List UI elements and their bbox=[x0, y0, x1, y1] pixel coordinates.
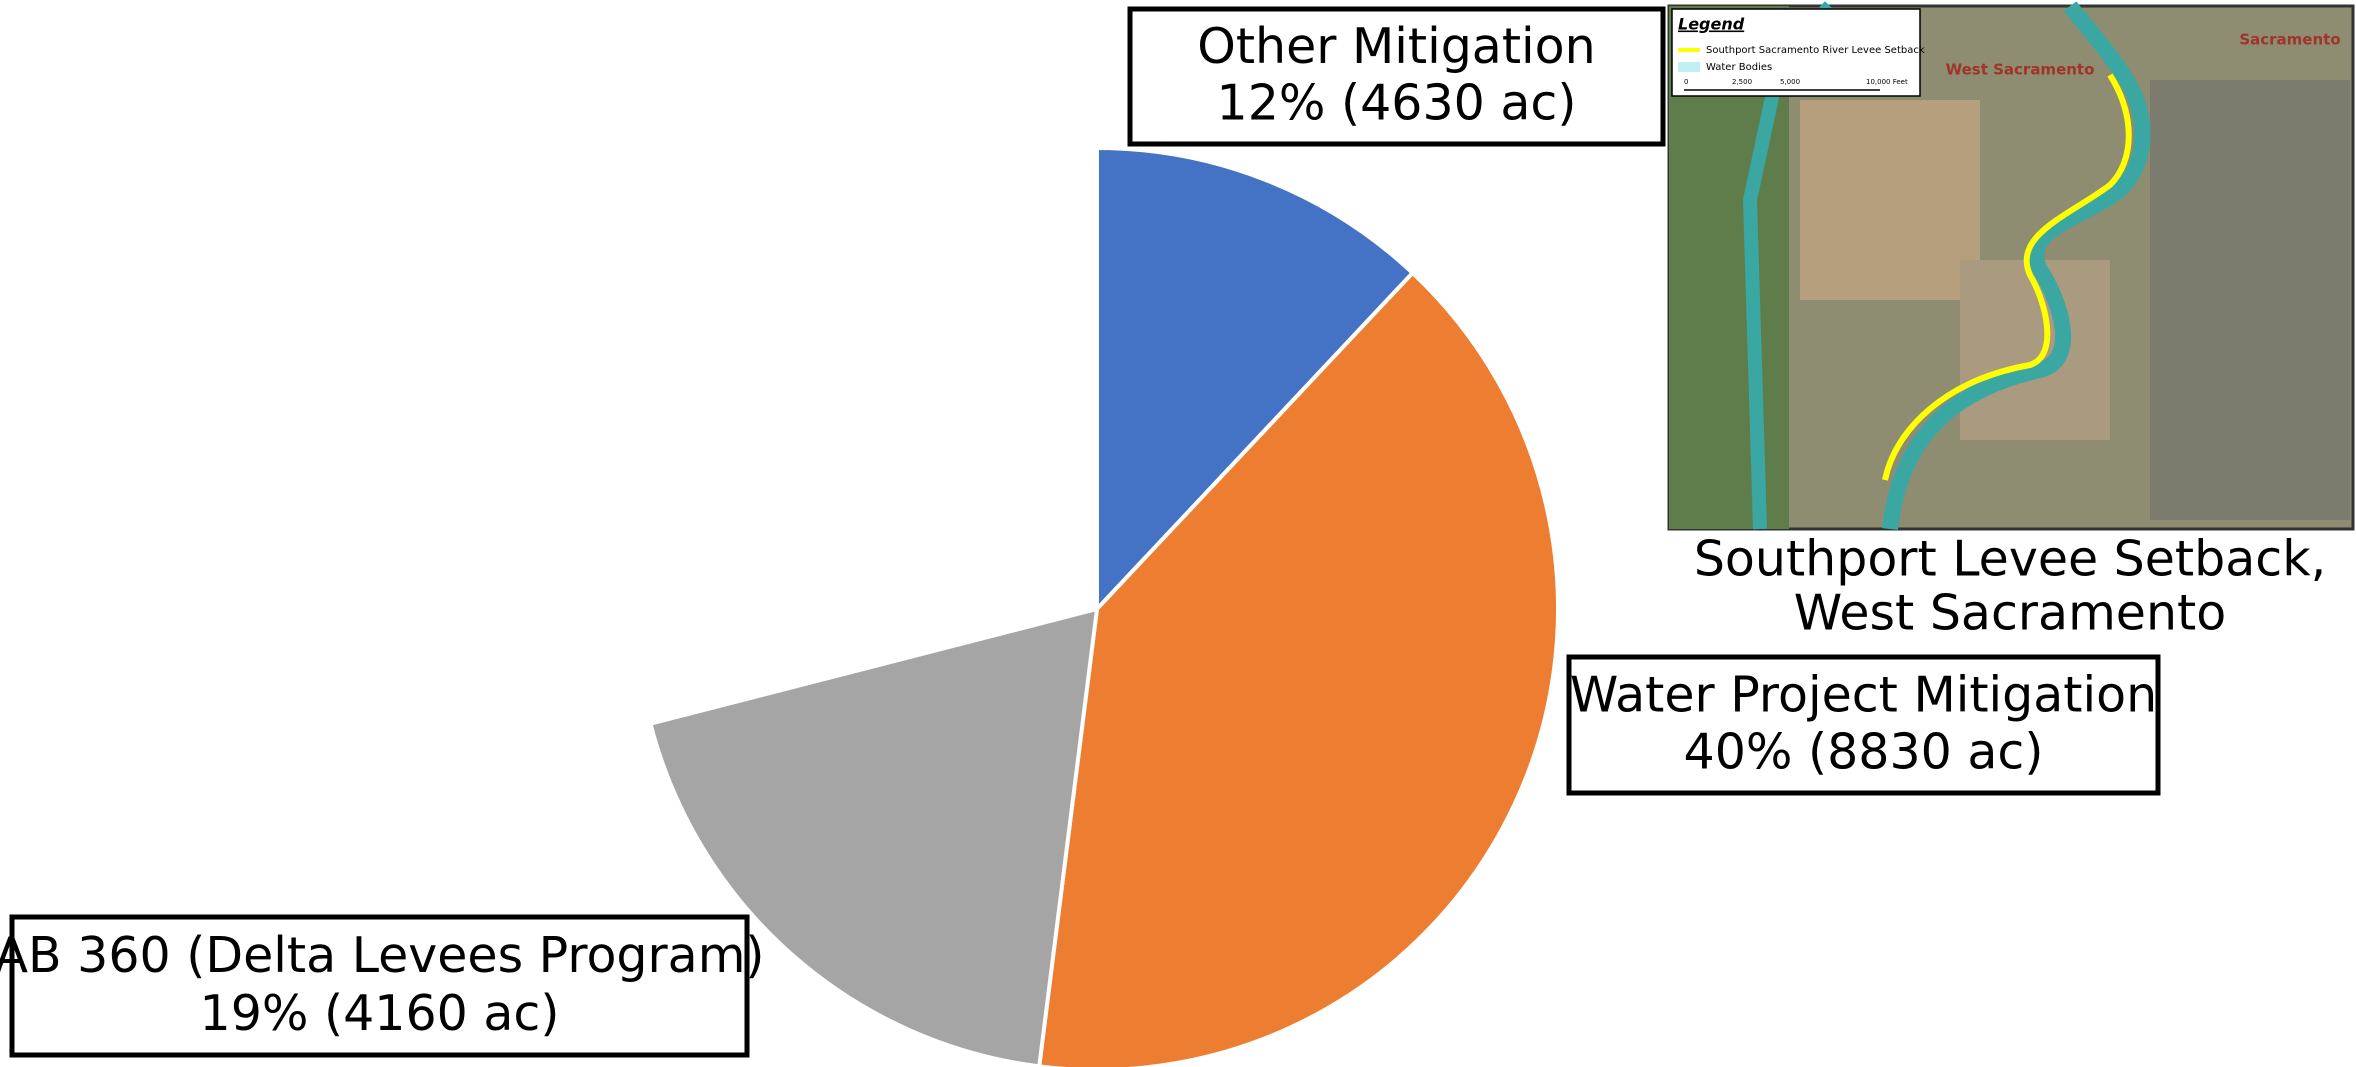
place-label: West Sacramento bbox=[1946, 61, 2095, 79]
place-label: Sacramento bbox=[2239, 31, 2340, 49]
caption: West Sacramento bbox=[1794, 585, 2226, 642]
legend-item: Water Bodies bbox=[1706, 62, 1772, 73]
inset-map: Legend Southport Sacramento River Levee … bbox=[1667, 1, 2355, 531]
legend-item: Southport Sacramento River Levee Setback bbox=[1706, 45, 1925, 56]
map-legend bbox=[1671, 8, 1921, 97]
pie-slice bbox=[1095, 145, 1416, 615]
map-fields bbox=[1800, 100, 1980, 300]
legend-swatch bbox=[1678, 62, 1700, 72]
slice-label: AB 360 (Delta Levees Program) bbox=[0, 927, 765, 984]
label-box bbox=[1566, 654, 2161, 796]
pie-slice bbox=[1037, 270, 1560, 1067]
legend-title: Legend bbox=[1678, 15, 1745, 34]
value-label: 12% (4630 ac) bbox=[1217, 75, 1577, 132]
slice-label: Water Project Mitigation bbox=[1570, 666, 2157, 723]
caption: Southport Levee Setback, bbox=[1694, 531, 2326, 588]
map-river bbox=[1882, 1, 2151, 530]
pie-slice bbox=[648, 606, 1100, 1067]
map-urban bbox=[2150, 80, 2350, 520]
value-label: 40% (8830 ac) bbox=[1684, 723, 2044, 780]
scale-label: 2,500 bbox=[1732, 78, 1752, 86]
map-levee bbox=[1882, 73, 2132, 481]
scale-label: 5,000 bbox=[1780, 78, 1800, 86]
scale-label: 0 bbox=[1684, 78, 1688, 86]
scale-label: 10,000 Feet bbox=[1866, 78, 1908, 86]
value-label: 19% (4160 ac) bbox=[200, 985, 560, 1042]
label-box bbox=[1127, 6, 1666, 147]
slice-label: Other Mitigation bbox=[1197, 18, 1595, 75]
label-box bbox=[9, 914, 750, 1058]
